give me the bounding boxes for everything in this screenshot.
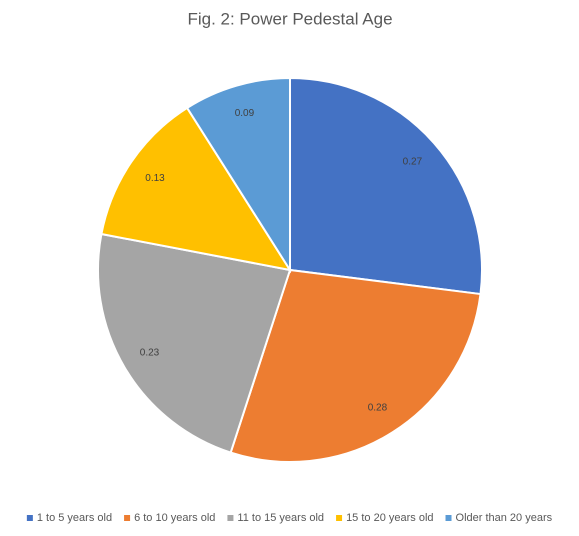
data-label: 0.13 [145,173,165,184]
legend-label: 1 to 5 years old [37,512,112,524]
legend-swatch [445,515,452,521]
legend-label: 15 to 20 years old [346,512,433,524]
pie-slice [185,76,291,274]
data-label: 0.28 [368,402,388,413]
pie-slice [289,76,483,296]
pie-slice [97,232,292,454]
legend-item: 6 to 10 years old [124,512,215,524]
pie-slice [229,268,482,463]
legend-swatch [26,515,33,521]
data-label: 0.27 [403,157,423,168]
data-label: 0.09 [235,108,255,119]
data-label: 0.23 [140,348,160,359]
legend-item: Older than 20 years [445,512,553,524]
legend-item: 1 to 5 years old [26,512,112,524]
legend: 1 to 5 years old 6 to 10 years old 11 to 1… [26,512,553,524]
legend-item: 11 to 15 years old [227,512,324,524]
legend-label: 6 to 10 years old [134,512,215,524]
pie-slice [100,106,293,272]
legend-label: 11 to 15 years old [237,512,324,524]
legend-swatch [227,515,234,521]
legend-label: Older than 20 years [456,512,553,524]
legend-swatch [124,515,131,521]
chart-title: Fig. 2: Power Pedestal Age [187,9,392,28]
legend-swatch [336,515,343,521]
legend-item: 15 to 20 years old [336,512,434,524]
